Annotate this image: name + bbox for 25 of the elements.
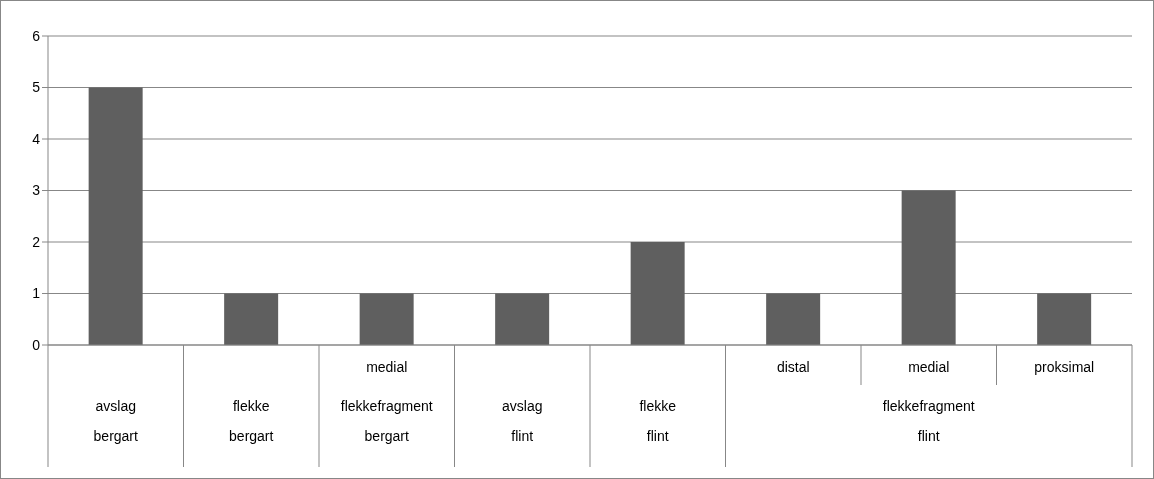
bar	[901, 190, 956, 345]
y-tick-label: 5	[32, 79, 41, 96]
bar	[88, 87, 143, 345]
x-tick-label: avslag flint	[502, 398, 543, 444]
bar	[766, 293, 821, 345]
x-tick-label: proksimal	[1034, 359, 1095, 375]
bar	[630, 242, 685, 345]
y-tick-label: 2	[32, 233, 41, 250]
y-tick-label: 0	[32, 336, 41, 353]
x-tick-label: distal	[776, 359, 810, 375]
category-label: medial flekkefragment bergart	[340, 359, 433, 444]
bar	[495, 293, 550, 345]
bar	[359, 293, 414, 345]
bar	[1037, 293, 1092, 345]
y-tick-label: 1	[32, 285, 41, 302]
text: flekkefragment	[882, 398, 975, 414]
x-tick-label: avslag bergart	[93, 398, 139, 444]
y-tick-label: 3	[32, 182, 41, 199]
y-tick-label: 6	[32, 27, 41, 44]
text: flint	[917, 428, 940, 444]
x-tick-label: medial	[908, 359, 950, 375]
bar	[224, 293, 279, 345]
y-tick-label: 4	[32, 130, 41, 147]
x-tick-label: flekke bergart	[229, 398, 274, 444]
x-tick-label: flekke flint	[639, 398, 677, 444]
